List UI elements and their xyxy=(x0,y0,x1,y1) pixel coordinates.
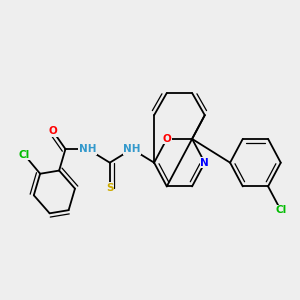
Text: O: O xyxy=(48,126,57,136)
Text: Cl: Cl xyxy=(19,150,30,160)
Text: S: S xyxy=(106,183,113,193)
Text: NH: NH xyxy=(123,144,141,154)
Text: Cl: Cl xyxy=(275,205,286,215)
Text: NH: NH xyxy=(79,144,96,154)
Text: O: O xyxy=(162,134,171,144)
Text: N: N xyxy=(200,158,209,168)
